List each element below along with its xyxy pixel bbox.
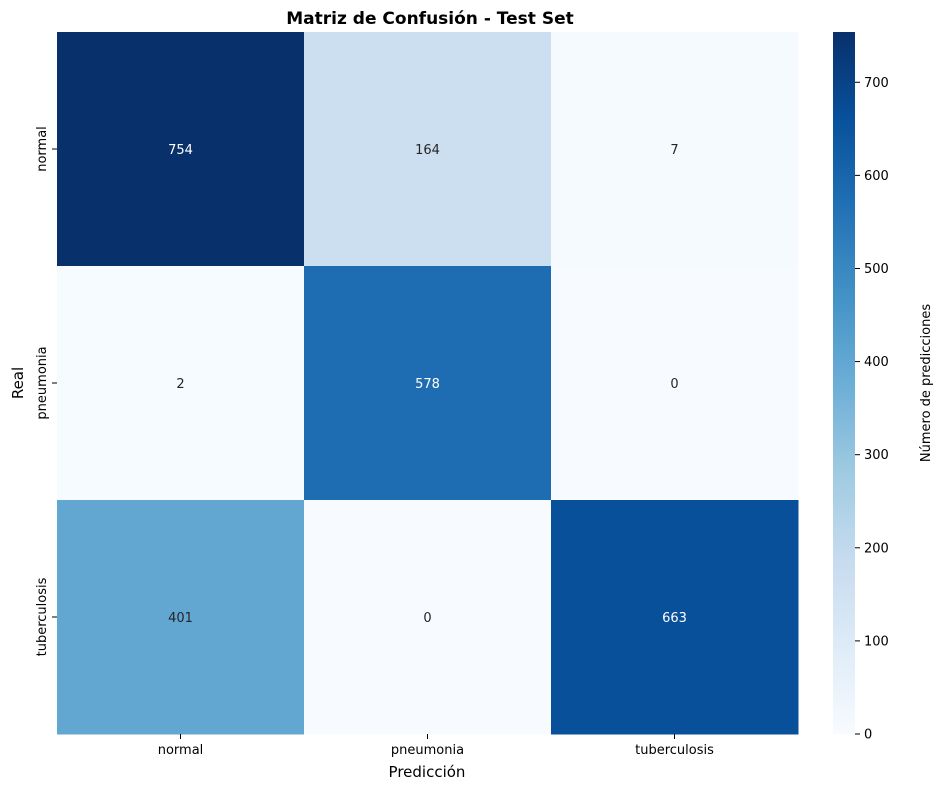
colorbar [833, 32, 855, 734]
heatmap-cell [304, 32, 552, 267]
cell-value-label: 401 [168, 611, 193, 626]
colorbar-tick-label: 200 [864, 541, 889, 556]
y-axis-label: Real [9, 367, 27, 399]
colorbar-tick-label: 500 [864, 262, 889, 277]
heatmap-cell [57, 32, 305, 267]
heatmap-cell [551, 500, 799, 735]
heatmap-cell [304, 266, 552, 501]
x-tick-label: tuberculosis [635, 743, 714, 758]
cell-value-label: 2 [176, 377, 184, 392]
heatmap-cell [551, 266, 799, 501]
cell-value-label: 663 [662, 611, 687, 626]
cell-value-labels: 754 164 7 2 578 0 401 0 663 [168, 143, 687, 626]
colorbar-label: Número de predicciones [919, 304, 934, 462]
y-axis-ticks: normal pneumonia tuberculosis [35, 126, 57, 656]
chart-title: Matriz de Confusión - Test Set [286, 9, 573, 29]
x-tick-label: normal [158, 743, 204, 758]
y-tick-label: pneumonia [35, 346, 50, 419]
cell-value-label: 0 [670, 377, 678, 392]
colorbar-tick-label: 100 [864, 634, 889, 649]
cell-value-label: 0 [423, 611, 431, 626]
colorbar-tick-label: 600 [864, 169, 889, 184]
colorbar-tick-label: 0 [864, 728, 872, 743]
cell-value-label: 578 [415, 377, 440, 392]
cell-value-label: 164 [415, 143, 440, 158]
colorbar-ticks: 0 100 200 300 400 500 600 700 [855, 76, 889, 743]
x-tick-label: pneumonia [391, 743, 464, 758]
colorbar-tick-label: 700 [864, 76, 889, 91]
colorbar-tick-label: 400 [864, 355, 889, 370]
heatmap-cell [551, 32, 799, 267]
heatmap-cell [57, 500, 305, 735]
y-tick-label: normal [35, 126, 50, 172]
x-axis-label: Predicción [389, 763, 466, 781]
heatmap-cell [304, 500, 552, 735]
cell-value-label: 7 [670, 143, 678, 158]
cell-value-label: 754 [168, 143, 193, 158]
colorbar-tick-label: 300 [864, 448, 889, 463]
x-axis-ticks: normal pneumonia tuberculosis [158, 734, 714, 758]
heatmap-cell [57, 266, 305, 501]
heatmap-cells [57, 32, 799, 735]
y-tick-label: tuberculosis [35, 577, 50, 656]
